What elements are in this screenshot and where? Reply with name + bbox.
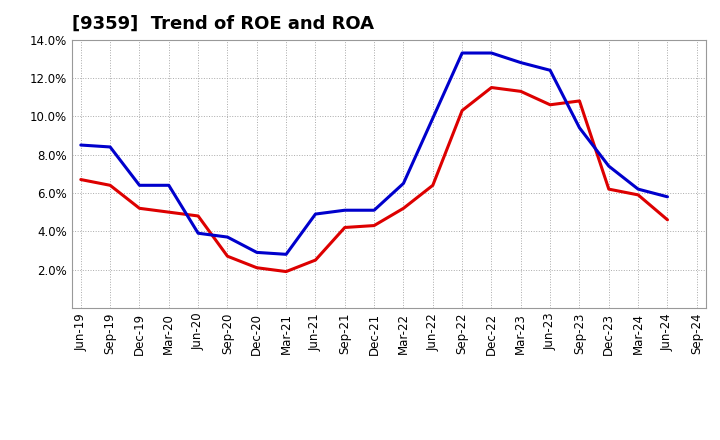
ROA bbox=[194, 231, 202, 236]
ROA bbox=[663, 194, 672, 199]
ROA bbox=[458, 50, 467, 55]
ROE bbox=[546, 102, 554, 107]
ROE bbox=[76, 177, 85, 182]
ROA bbox=[282, 252, 290, 257]
ROE bbox=[370, 223, 379, 228]
ROE bbox=[106, 183, 114, 188]
ROE bbox=[194, 213, 202, 219]
ROA bbox=[428, 116, 437, 121]
ROE bbox=[399, 205, 408, 211]
ROA bbox=[106, 144, 114, 150]
ROA bbox=[370, 208, 379, 213]
ROA bbox=[341, 208, 349, 213]
ROE bbox=[516, 89, 525, 94]
ROA bbox=[164, 183, 173, 188]
ROA bbox=[223, 235, 232, 240]
ROE bbox=[487, 85, 496, 90]
ROA bbox=[546, 68, 554, 73]
ROE bbox=[458, 108, 467, 113]
ROA bbox=[605, 164, 613, 169]
ROE bbox=[311, 257, 320, 263]
ROA bbox=[311, 211, 320, 216]
Legend: ROE, ROA: ROE, ROA bbox=[302, 436, 476, 440]
ROE bbox=[634, 192, 642, 198]
ROE bbox=[164, 209, 173, 215]
ROA bbox=[575, 125, 584, 130]
ROE bbox=[223, 253, 232, 259]
ROA bbox=[487, 50, 496, 55]
ROA bbox=[399, 181, 408, 186]
ROE bbox=[135, 205, 144, 211]
ROE bbox=[428, 183, 437, 188]
ROE bbox=[575, 98, 584, 103]
ROE bbox=[341, 225, 349, 230]
ROA bbox=[516, 60, 525, 65]
ROE bbox=[663, 217, 672, 223]
ROA bbox=[76, 143, 85, 148]
ROE bbox=[282, 269, 290, 274]
Line: ROA: ROA bbox=[81, 53, 667, 254]
Line: ROE: ROE bbox=[81, 88, 667, 271]
ROE bbox=[605, 187, 613, 192]
ROA bbox=[135, 183, 144, 188]
ROE bbox=[253, 265, 261, 270]
ROA bbox=[253, 250, 261, 255]
ROA bbox=[634, 187, 642, 192]
Text: [9359]  Trend of ROE and ROA: [9359] Trend of ROE and ROA bbox=[72, 15, 374, 33]
